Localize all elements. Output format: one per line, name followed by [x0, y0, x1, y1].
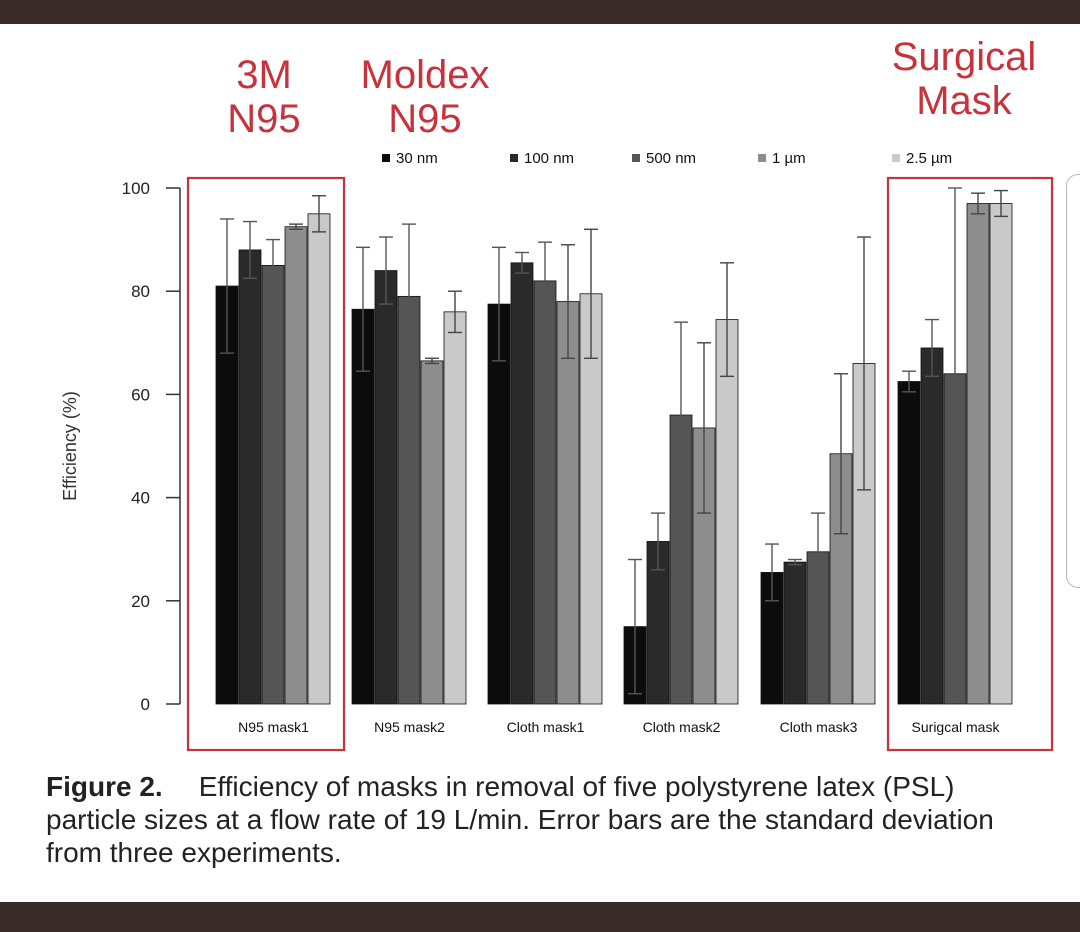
legend-label: 500 nm — [646, 150, 696, 167]
annotation-line: N95 — [388, 97, 461, 141]
bar — [487, 303, 511, 705]
figure-panel: 3M N95 Moldex N95 Surgical Mask 30 nm 100 nm 50… — [0, 24, 1080, 902]
bar — [307, 213, 331, 705]
legend-item: 1 µm — [758, 150, 806, 167]
legend-label: 1 µm — [772, 150, 806, 167]
bar-group — [351, 223, 467, 705]
category-label: Cloth mask2 — [643, 719, 721, 735]
category-label: Surigcal mask — [912, 719, 1001, 735]
bar — [989, 203, 1013, 705]
legend-item: 2.5 µm — [892, 150, 952, 167]
annotation-line: N95 — [227, 97, 300, 141]
bar-group — [623, 262, 739, 705]
bar — [966, 203, 990, 705]
bar — [556, 301, 580, 705]
highlight-box-n95-mask1 — [186, 176, 346, 752]
annotation-line: Surgical — [892, 35, 1037, 79]
annotation-line: Mask — [916, 79, 1013, 123]
bar-group — [897, 187, 1013, 705]
bar-group — [215, 195, 331, 705]
legend-swatch — [758, 154, 766, 162]
caption-label: Figure 2. — [46, 771, 163, 802]
legend-swatch — [892, 154, 900, 162]
bar — [920, 347, 944, 705]
legend-swatch — [510, 154, 518, 162]
legend-swatch — [382, 154, 390, 162]
highlight-box-surgical-mask — [886, 176, 1054, 752]
bar — [783, 561, 807, 705]
bar — [420, 360, 444, 705]
category-label: Cloth mask1 — [507, 719, 585, 735]
legend-label: 30 nm — [396, 150, 438, 167]
figure-caption: Figure 2. Efficiency of masks in removal … — [46, 770, 1046, 869]
bar — [715, 319, 739, 705]
bar — [284, 226, 308, 705]
legend-item: 100 nm — [510, 150, 574, 167]
bar — [510, 262, 534, 705]
legend-label: 100 nm — [524, 150, 574, 167]
bar — [261, 264, 285, 705]
bar — [238, 249, 262, 705]
side-panel-handle[interactable] — [1066, 174, 1080, 588]
annotation-line: 3M — [236, 53, 292, 97]
legend-item: 30 nm — [382, 150, 438, 167]
bar-group — [487, 228, 603, 705]
bar — [443, 311, 467, 705]
category-label: Cloth mask3 — [780, 719, 858, 735]
legend-label: 2.5 µm — [906, 150, 952, 167]
y-tick-label: 60 — [131, 385, 150, 404]
y-tick-label: 80 — [131, 282, 150, 301]
bar-group — [760, 236, 876, 705]
annotation-line: Moldex — [361, 53, 490, 97]
y-tick-label: 0 — [141, 695, 150, 714]
category-label: N95 mask1 — [238, 719, 309, 735]
caption-text: Efficiency of masks in removal of five p… — [46, 771, 994, 868]
legend-swatch — [632, 154, 640, 162]
y-axis-label: Efficiency (%) — [60, 391, 80, 501]
category-label: N95 mask2 — [374, 719, 445, 735]
bar — [374, 270, 398, 705]
y-tick-label: 100 — [122, 179, 150, 198]
bar — [897, 381, 921, 705]
y-tick-label: 20 — [131, 592, 150, 611]
bar — [533, 280, 557, 705]
legend-item: 500 nm — [632, 150, 696, 167]
y-tick-label: 40 — [131, 489, 150, 508]
